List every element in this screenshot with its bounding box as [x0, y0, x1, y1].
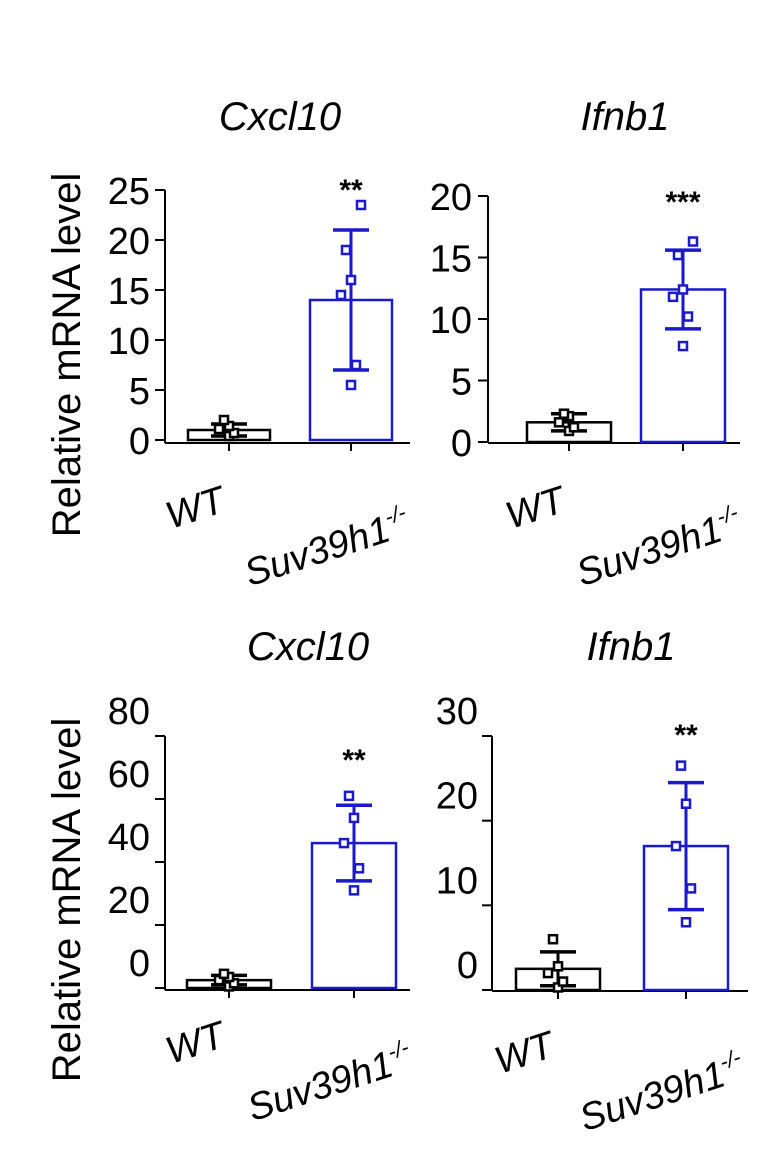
data-point [547, 933, 559, 945]
data-point [675, 760, 687, 771]
chart-panel-3: Cxcl10 Relative mRNA level 0 20 40 60 80 WTSuv3… [45, 625, 418, 1130]
x-category-label: WT [490, 1024, 562, 1083]
y-tick-label: 20 [108, 221, 150, 263]
category-name: WT [161, 1014, 233, 1073]
data-point [558, 408, 570, 419]
data-point [218, 968, 230, 980]
significance-marker: ** [674, 719, 698, 752]
category-name: Suv39h1 [243, 1044, 399, 1130]
x-category-label: Suv39h1-/- [571, 499, 747, 595]
data-point [672, 249, 684, 261]
chart-title: Cxcl10 [247, 625, 369, 669]
data-point [350, 359, 362, 371]
y-tick-label: 60 [108, 754, 150, 796]
category-name: Suv39h1 [240, 509, 396, 595]
y-axis-label: Relative mRNA level [45, 718, 89, 1083]
y-tick-label: 80 [108, 691, 150, 733]
data-point [687, 236, 699, 247]
data-point [353, 863, 365, 874]
data-point [682, 311, 694, 322]
y-tick-label: 5 [451, 362, 472, 404]
y-tick-label: 0 [129, 943, 150, 985]
x-category-label: WT [501, 479, 573, 538]
x-category-label: WT [161, 1014, 233, 1073]
y-tick-label: 20 [430, 177, 472, 219]
category-name: Suv39h1 [572, 509, 728, 595]
y-axis-label: Relative mRNA level [45, 173, 89, 538]
y-tick-label: 20 [108, 880, 150, 922]
data-point [335, 289, 347, 301]
data-point [677, 340, 689, 352]
bar-suv39h1 [639, 288, 727, 444]
y-tick-label: 15 [430, 239, 472, 281]
data-point [542, 967, 554, 979]
x-category-label: Suv39h1-/- [242, 1034, 418, 1130]
x-category-label: WT [161, 479, 233, 538]
data-point [355, 199, 367, 211]
data-point [348, 885, 360, 896]
chart-panel-1: Cxcl10 Relative mRNA level 0 5 10 15 20 25 WTSuv… [45, 95, 415, 595]
x-category-label: Suv39h1-/- [239, 499, 415, 595]
chart-title: Ifnb1 [581, 95, 670, 139]
data-point [340, 244, 352, 256]
category-name: WT [161, 479, 233, 538]
y-tick-label: 10 [430, 300, 472, 342]
data-point [218, 414, 230, 426]
data-point [557, 976, 569, 987]
data-point [552, 961, 564, 972]
significance-marker: ** [342, 744, 366, 777]
data-point [685, 883, 697, 894]
data-point [553, 417, 565, 428]
data-point [680, 798, 692, 809]
data-point [338, 837, 350, 849]
chart-title: Ifnb1 [587, 625, 676, 669]
category-name: WT [501, 479, 573, 538]
y-tick-label: 20 [436, 776, 478, 818]
y-tick-label: 10 [436, 860, 478, 902]
data-point [670, 840, 682, 852]
y-tick-label: 25 [108, 171, 150, 213]
data-point [348, 812, 360, 824]
category-name: Suv39h1 [575, 1054, 731, 1140]
y-tick-label: 10 [108, 321, 150, 363]
data-point [667, 291, 679, 303]
data-point [680, 917, 692, 928]
y-tick-label: 0 [451, 423, 472, 465]
category-name: WT [490, 1024, 562, 1083]
y-tick-label: 30 [436, 691, 478, 733]
data-point [213, 423, 225, 435]
y-tick-label: 5 [129, 371, 150, 413]
y-tick-label: 0 [457, 945, 478, 987]
data-point [345, 274, 357, 286]
significance-marker: ** [339, 174, 363, 207]
y-tick-label: 15 [108, 271, 150, 313]
data-point [677, 284, 689, 295]
data-point [568, 421, 580, 433]
x-category-label: Suv39h1-/- [574, 1044, 750, 1140]
chart-title: Cxcl10 [219, 95, 341, 139]
y-tick-label: 40 [108, 817, 150, 859]
significance-marker: *** [665, 186, 700, 219]
data-point [343, 790, 355, 802]
data-point [345, 379, 357, 391]
y-tick-label: 0 [129, 421, 150, 463]
